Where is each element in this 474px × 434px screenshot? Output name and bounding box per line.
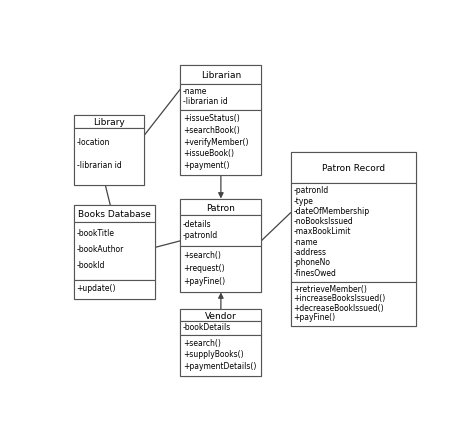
Bar <box>181 66 261 85</box>
Text: +update(): +update() <box>76 283 116 293</box>
Text: +paymentDetails(): +paymentDetails() <box>183 361 256 370</box>
Text: Vendor: Vendor <box>205 311 237 320</box>
Text: +payment(): +payment() <box>183 160 229 169</box>
Text: -phoneNo: -phoneNo <box>293 258 330 267</box>
Text: -librarian id: -librarian id <box>76 160 121 169</box>
Text: +verifyMember(): +verifyMember() <box>183 137 248 146</box>
Text: +retrieveMember(): +retrieveMember() <box>293 284 367 293</box>
Text: -noBooksIssued: -noBooksIssued <box>293 217 353 226</box>
Bar <box>291 184 416 282</box>
Bar <box>291 152 416 326</box>
Text: -location: -location <box>76 138 110 147</box>
Text: -bookId: -bookId <box>76 260 105 270</box>
Bar <box>181 111 261 176</box>
Text: -librarian id: -librarian id <box>183 97 228 106</box>
Text: +search(): +search() <box>183 250 221 260</box>
Text: +supplyBooks(): +supplyBooks() <box>183 349 244 358</box>
Bar <box>181 322 261 335</box>
Text: +issueBook(): +issueBook() <box>183 149 234 158</box>
Text: -bookAuthor: -bookAuthor <box>76 244 124 253</box>
Text: Library: Library <box>93 118 125 126</box>
Text: -name: -name <box>293 237 318 246</box>
Text: -name: -name <box>183 87 208 96</box>
Bar <box>181 309 261 376</box>
Text: Patron: Patron <box>207 203 235 212</box>
Bar <box>74 206 155 223</box>
Text: -patronId: -patronId <box>293 186 328 195</box>
Text: +payFine(): +payFine() <box>183 276 225 285</box>
Bar <box>181 66 261 176</box>
Bar <box>181 199 261 216</box>
Bar <box>181 199 261 293</box>
Text: Books Database: Books Database <box>78 210 151 219</box>
Text: +issueStatus(): +issueStatus() <box>183 114 240 123</box>
Text: +decreaseBookIssued(): +decreaseBookIssued() <box>293 303 384 312</box>
Text: -address: -address <box>293 247 326 256</box>
Text: -finesOwed: -finesOwed <box>293 268 336 277</box>
Text: +request(): +request() <box>183 263 225 272</box>
Bar <box>74 128 144 186</box>
Bar <box>181 85 261 111</box>
Text: -patronId: -patronId <box>183 231 219 240</box>
Bar <box>74 280 155 299</box>
Bar <box>74 206 155 299</box>
Text: -details: -details <box>183 219 212 228</box>
Text: Librarian: Librarian <box>201 71 241 80</box>
Bar <box>181 309 261 322</box>
Text: +searchBook(): +searchBook() <box>183 126 240 135</box>
Text: -type: -type <box>293 196 313 205</box>
Text: -bookTitle: -bookTitle <box>76 229 115 237</box>
Text: +increaseBooksIssued(): +increaseBooksIssued() <box>293 293 385 302</box>
Text: -bookDetails: -bookDetails <box>183 322 231 332</box>
Text: -dateOfMembership: -dateOfMembership <box>293 206 369 215</box>
Bar <box>181 247 261 293</box>
Bar <box>74 115 144 186</box>
Bar <box>74 115 144 128</box>
Text: Patron Record: Patron Record <box>321 164 385 172</box>
Bar <box>291 152 416 184</box>
Bar <box>181 216 261 247</box>
Bar <box>291 282 416 326</box>
Text: +payFine(): +payFine() <box>293 312 336 322</box>
Text: -maxBookLimit: -maxBookLimit <box>293 227 351 236</box>
Bar <box>74 223 155 280</box>
Bar <box>181 335 261 376</box>
Text: +search(): +search() <box>183 338 221 347</box>
